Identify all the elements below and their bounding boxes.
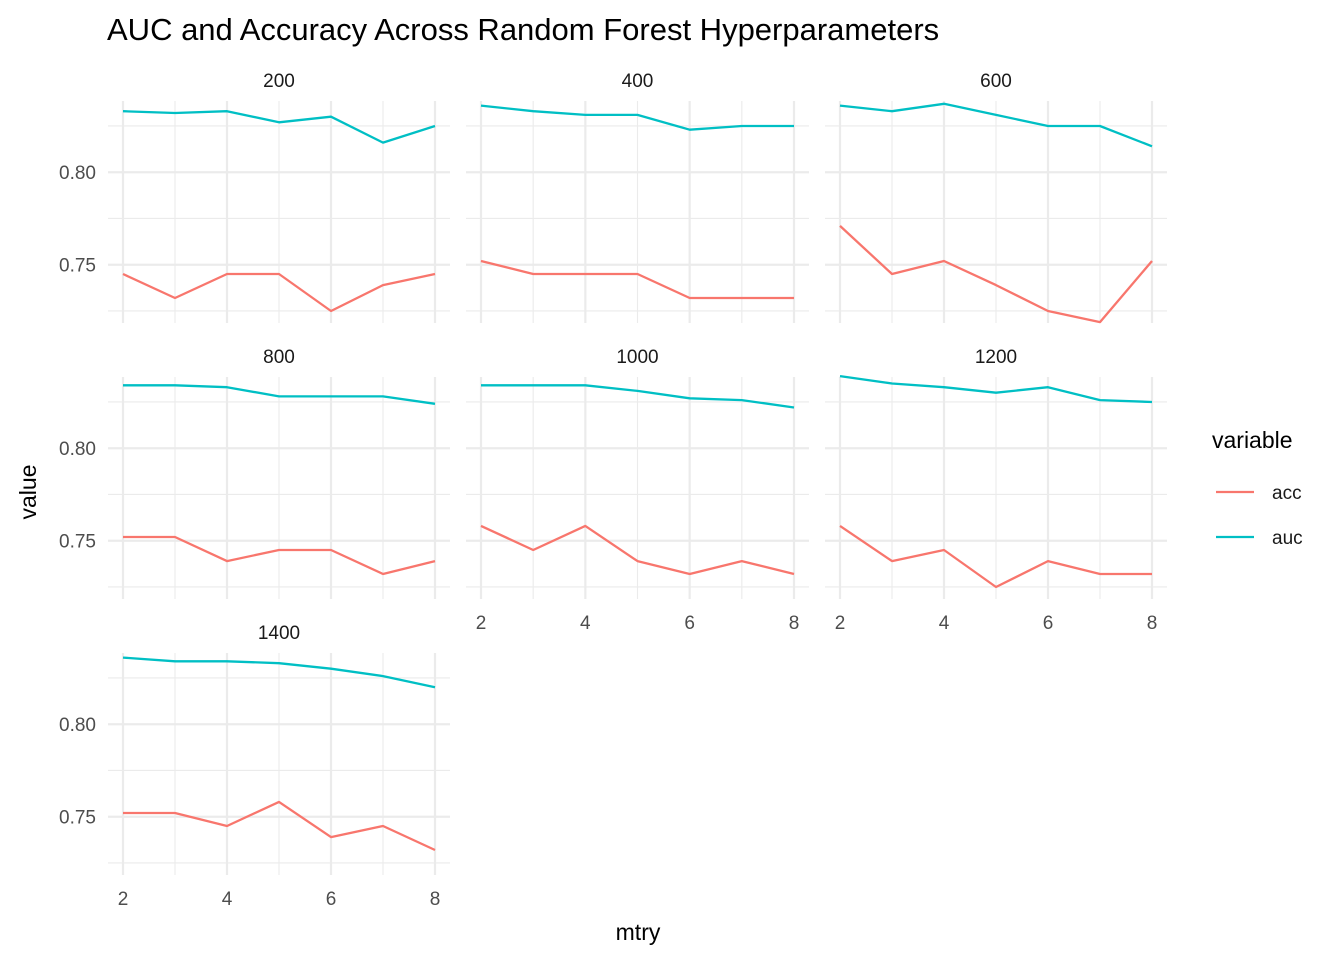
x-tick-label: 2 (835, 613, 846, 634)
x-tick-label: 2 (476, 613, 487, 634)
x-tick-label: 8 (430, 889, 441, 910)
x-tick-label: 8 (789, 613, 800, 634)
series-line-acc (122, 272, 436, 313)
chart-title: AUC and Accuracy Across Random Forest Hy… (107, 12, 939, 47)
y-tick-label: 0.80 (59, 715, 96, 736)
facet-panel-400: 400 (466, 71, 809, 323)
y-tick-label: 0.80 (59, 163, 96, 184)
x-tick-label: 6 (326, 889, 337, 910)
series-line-acc (839, 524, 1152, 589)
series-line-acc (480, 524, 795, 576)
x-tick-label: 4 (222, 889, 233, 910)
series-line-acc (839, 225, 1153, 324)
facet-strip-label: 200 (263, 71, 295, 92)
x-tick-label: 8 (1147, 613, 1158, 634)
series-line-auc (122, 656, 436, 689)
legend-label-auc: auc (1272, 528, 1303, 549)
series-line-auc (481, 384, 795, 409)
series-line-auc (122, 110, 436, 144)
facet-strip-label: 800 (263, 347, 295, 368)
y-tick-label: 0.75 (59, 808, 96, 829)
series-line-auc (839, 102, 1153, 148)
facet-strip-label: 600 (980, 71, 1012, 92)
series-line-auc (123, 384, 436, 405)
facet-panel-1000: 1000 2 4 6 8 (466, 347, 809, 634)
facet-panel-1400: 1400 0.75 0.80 2 4 6 8 (59, 623, 450, 910)
facet-strip-label: 400 (622, 71, 654, 92)
facet-strip-label: 1000 (616, 347, 658, 368)
y-tick-label: 0.75 (59, 256, 96, 277)
x-tick-label: 2 (118, 889, 129, 910)
x-tick-label: 4 (580, 613, 591, 634)
series-line-acc (123, 800, 436, 852)
y-axis-title: value (15, 465, 41, 520)
series-line-auc (839, 374, 1153, 404)
x-tick-label: 4 (939, 613, 950, 634)
series-line-acc (480, 259, 794, 300)
y-tick-label: 0.80 (59, 439, 96, 460)
facet-panel-200: 200 0.75 0.80 (59, 71, 450, 323)
facet-panel-800: 800 0.75 0.80 (59, 347, 450, 599)
x-tick-label: 6 (684, 613, 695, 634)
y-tick-label: 0.75 (59, 532, 96, 553)
series-line-auc (480, 104, 794, 131)
series-line-acc (123, 535, 436, 576)
x-axis-title: mtry (616, 919, 661, 945)
x-tick-label: 6 (1043, 613, 1054, 634)
legend: variable acc auc (1212, 427, 1303, 549)
legend-title: variable (1212, 427, 1293, 453)
facet-panel-600: 600 (825, 71, 1167, 324)
facet-strip-label: 1200 (975, 347, 1017, 368)
legend-label-acc: acc (1272, 483, 1302, 504)
facet-panel-1200: 1200 2 4 6 8 (825, 347, 1167, 634)
facet-strip-label: 1400 (258, 623, 300, 644)
